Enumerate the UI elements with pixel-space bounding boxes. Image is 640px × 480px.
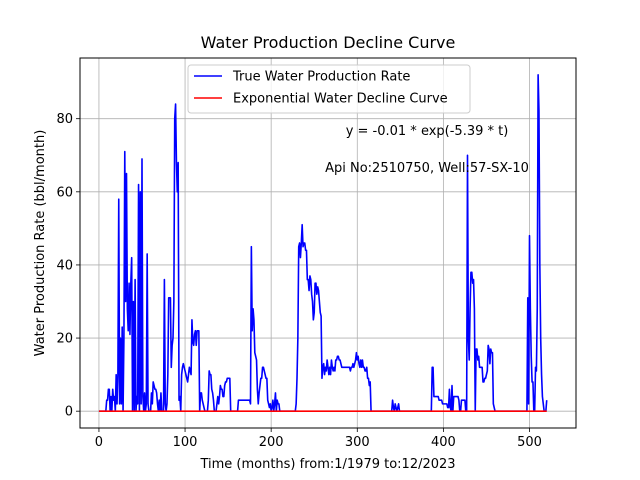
x-tick-label: 400 xyxy=(431,435,456,450)
y-tick-label: 60 xyxy=(56,185,73,200)
x-tick-label: 300 xyxy=(345,435,370,450)
legend-box xyxy=(187,64,471,114)
x-tick-label: 100 xyxy=(173,435,198,450)
x-axis-label: Time (months) from:1/1979 to:12/2023 xyxy=(199,457,455,472)
x-tick-label: 500 xyxy=(517,435,542,450)
x-tick-label: 200 xyxy=(259,435,284,450)
legend-label-true-rate: True Water Production Rate xyxy=(232,70,410,85)
y-tick-label: 40 xyxy=(56,258,73,273)
well-annotation: Api No:2510750, Well:57-SX-10 xyxy=(325,161,529,176)
legend-label-exponential: Exponential Water Decline Curve xyxy=(233,92,448,107)
y-axis-label: Water Production Rate (bbl/month) xyxy=(33,130,48,357)
tick-layer: 0 100 200 300 400 500 0 20 40 60 80 xyxy=(56,112,541,450)
legend: True Water Production Rate Exponential W… xyxy=(187,64,471,114)
x-tick-label: 0 xyxy=(95,435,103,450)
y-tick-label: 80 xyxy=(56,112,73,127)
y-tick-label: 0 xyxy=(65,405,73,420)
equation-annotation: y = -0.01 * exp(-5.39 * t) xyxy=(346,124,509,139)
grid xyxy=(80,58,576,428)
plot-frame xyxy=(79,57,577,429)
chart-title: Water Production Decline Curve xyxy=(201,33,456,52)
series-layer xyxy=(98,74,548,412)
y-tick-label: 20 xyxy=(56,332,73,347)
